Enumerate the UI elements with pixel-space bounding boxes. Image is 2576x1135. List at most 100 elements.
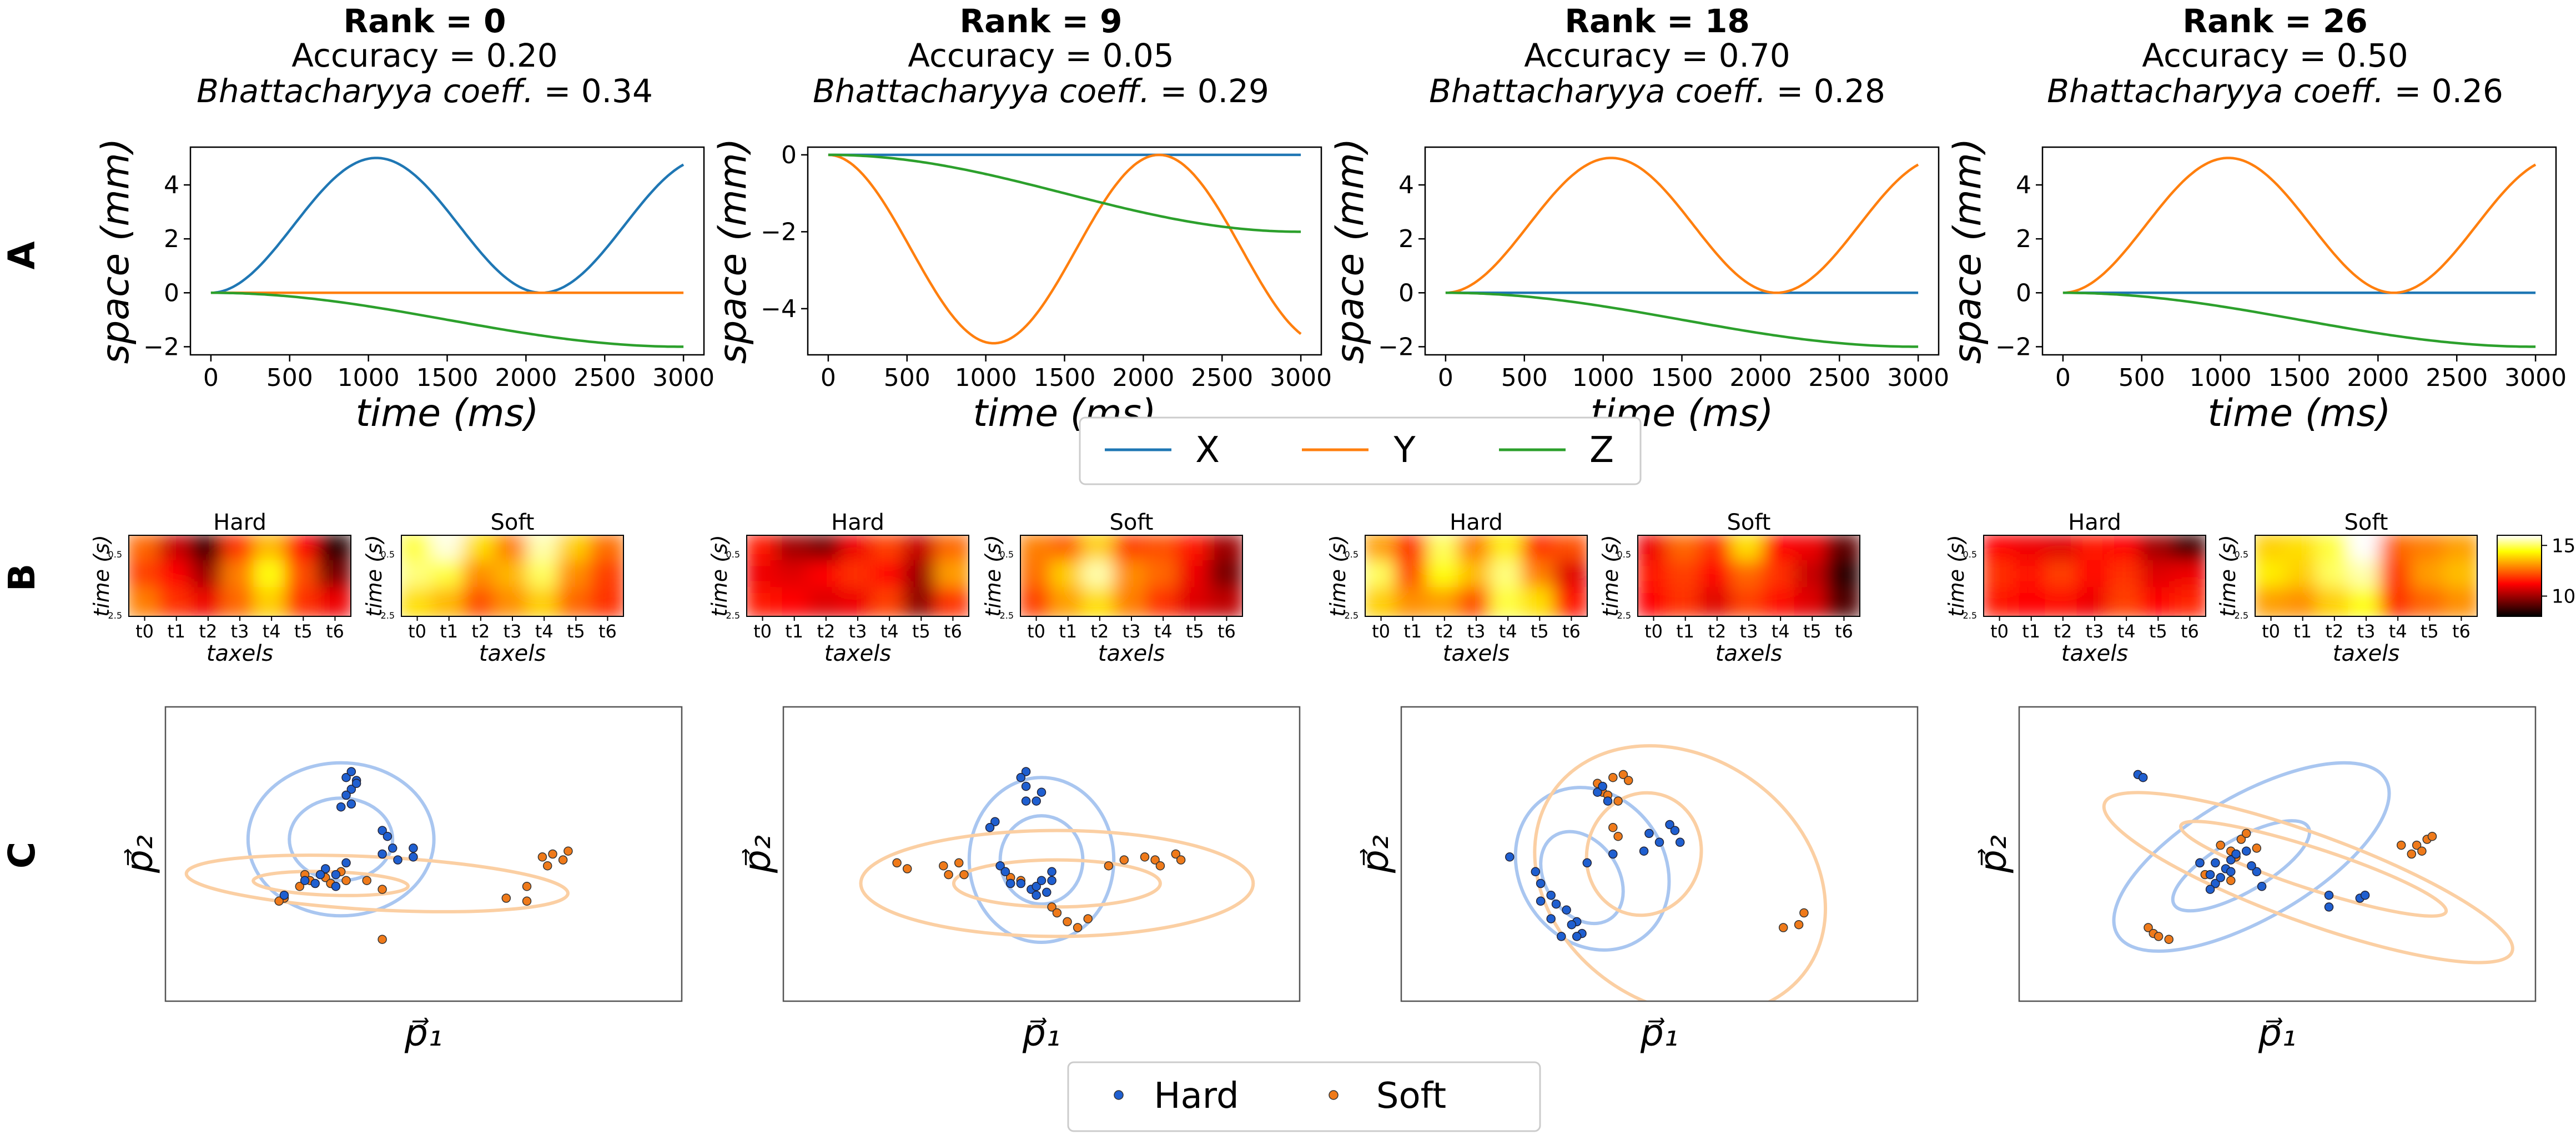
hard-point — [1032, 882, 1041, 891]
panel-c-latent-space: p⃗₁ p⃗₂ p⃗₁ p⃗₂ p⃗₁ p⃗₂ p⃗₁ p⃗₂ — [118, 706, 2537, 1054]
latent-plot: p⃗₁ p⃗₂ — [1354, 706, 1919, 1054]
y-axis-label: p⃗₂ — [118, 835, 161, 873]
bhattacharyya-title: Bhattacharyya coeff. = 0.34 — [197, 72, 653, 110]
heatmap-cell — [934, 587, 969, 616]
hard-point — [383, 831, 393, 841]
soft-point — [1150, 855, 1160, 865]
heatmap-cell — [839, 560, 876, 592]
x-axis-label: taxels — [479, 641, 546, 666]
heatmap-cell — [871, 535, 908, 565]
x-tick-label: t5 — [2149, 621, 2167, 642]
hard-point — [1567, 920, 1577, 930]
bhattacharyya-value: = 0.29 — [1150, 72, 1269, 110]
heatmap-cell — [1638, 560, 1672, 592]
heatmap-cell — [129, 587, 163, 616]
bhattacharyya-name: Bhattacharyya coeff. — [1429, 72, 1766, 110]
heatmap-cell — [431, 560, 467, 592]
soft-point — [2164, 935, 2174, 944]
heatmap-title: Hard — [831, 510, 884, 535]
heatmap-cell — [285, 587, 321, 616]
heatmap-cell — [462, 587, 499, 616]
y-axis-label: time (s) — [89, 535, 114, 616]
soft-point — [2427, 831, 2437, 841]
heatmap-cell — [1762, 560, 1799, 592]
heatmap-cell — [190, 560, 227, 592]
soft-ellipse — [2102, 791, 2514, 965]
soft-point — [939, 861, 948, 871]
heatmap-cell — [526, 535, 562, 565]
bhattacharyya-value: = 0.28 — [1766, 72, 1885, 110]
heatmap-cell — [1208, 560, 1242, 592]
soft-point — [2252, 843, 2262, 853]
y-tick-label: 2.5 — [1963, 610, 1977, 621]
y-tick-label: 4 — [164, 171, 179, 199]
heatmap-cell — [2348, 587, 2384, 616]
heatmap-cell — [2443, 535, 2477, 565]
heatmap-cells — [1365, 535, 1587, 616]
hard-point — [1639, 846, 1649, 856]
soft-point — [1171, 849, 1181, 859]
hard-point — [2360, 890, 2370, 900]
x-tick-label: 1000 — [1572, 364, 1634, 392]
heatmap-cell — [316, 587, 351, 616]
y-axis-label: space (mm) — [1329, 138, 1372, 364]
x-tick-label: t5 — [567, 621, 585, 642]
heatmap-cell — [557, 560, 594, 592]
x-tick-label: t0 — [408, 621, 426, 642]
x-tick-label: t0 — [1644, 621, 1663, 642]
heatmap-cell — [2285, 535, 2321, 565]
latent-contents — [1505, 744, 1827, 1001]
heatmap-cell — [2348, 535, 2384, 565]
x-tick-label: t3 — [2086, 621, 2104, 642]
hard-point — [2211, 858, 2220, 868]
bhattacharyya-name: Bhattacharyya coeff. — [813, 72, 1150, 110]
bhattacharyya-title: Bhattacharyya coeff. = 0.26 — [2047, 72, 2503, 110]
x-axis-label: time (ms) — [2208, 391, 2391, 435]
heatmap-cell — [2285, 560, 2321, 592]
heatmap-cell — [1825, 560, 1860, 592]
hard-point — [2211, 878, 2220, 888]
heatmap-cell — [1794, 535, 1830, 565]
soft-point — [295, 882, 305, 891]
heatmap-cell — [316, 535, 351, 565]
y-tick-label: 2.5 — [1345, 610, 1359, 621]
heatmap-cell — [1638, 535, 1672, 565]
hard-ellipse — [2171, 819, 2312, 913]
x-tick-label: t1 — [167, 621, 185, 642]
heatmap-cell — [776, 535, 813, 565]
heatmap-cell — [1667, 587, 1704, 616]
hard-point — [2216, 873, 2225, 882]
y-tick-label: 0 — [781, 141, 797, 169]
x-tick-label: t1 — [2293, 621, 2312, 642]
accuracy-title: Accuracy = 0.70 — [1524, 37, 1790, 74]
heatmap-cell — [1113, 560, 1150, 592]
heatmap-cell — [1365, 535, 1400, 565]
heatmap-cell — [1365, 587, 1400, 616]
y-tick-label: 0 — [2016, 279, 2031, 307]
soft-point — [378, 935, 387, 944]
trajectory-plot: 0 500 1000 1500 2000 2500 3000 4 2 0 −2 time (ms) sp… — [94, 138, 715, 435]
row-labels: A B C — [1, 241, 43, 868]
y-tick-label: 2.5 — [381, 610, 395, 621]
heatmap-cell — [1458, 587, 1495, 616]
soft-point — [2396, 840, 2406, 850]
x-tick-label: 0 — [203, 364, 219, 392]
heatmap-cell — [2013, 535, 2050, 565]
x-tick-label: 1000 — [955, 364, 1017, 392]
hard-point — [331, 870, 341, 880]
legend-label-x: X — [1195, 430, 1220, 471]
soft-point — [2236, 835, 2246, 844]
hard-point — [2324, 890, 2334, 900]
hard-point — [1016, 772, 1026, 782]
legend-label-z: Z — [1589, 430, 1614, 471]
hard-point — [2138, 772, 2148, 782]
heatmap-cell — [2379, 560, 2416, 592]
soft-point — [341, 876, 351, 885]
latent-contents — [859, 767, 1255, 944]
heatmap-cell — [934, 560, 969, 592]
trajectory-plot: 0 500 1000 1500 2000 2500 3000 4 2 0 −2 time (ms) sp… — [1946, 138, 2567, 435]
heatmap-cell — [1730, 587, 1767, 616]
soft-point — [1119, 855, 1129, 865]
heatmap-cell — [1081, 535, 1118, 565]
soft-ellipse — [859, 828, 1255, 938]
